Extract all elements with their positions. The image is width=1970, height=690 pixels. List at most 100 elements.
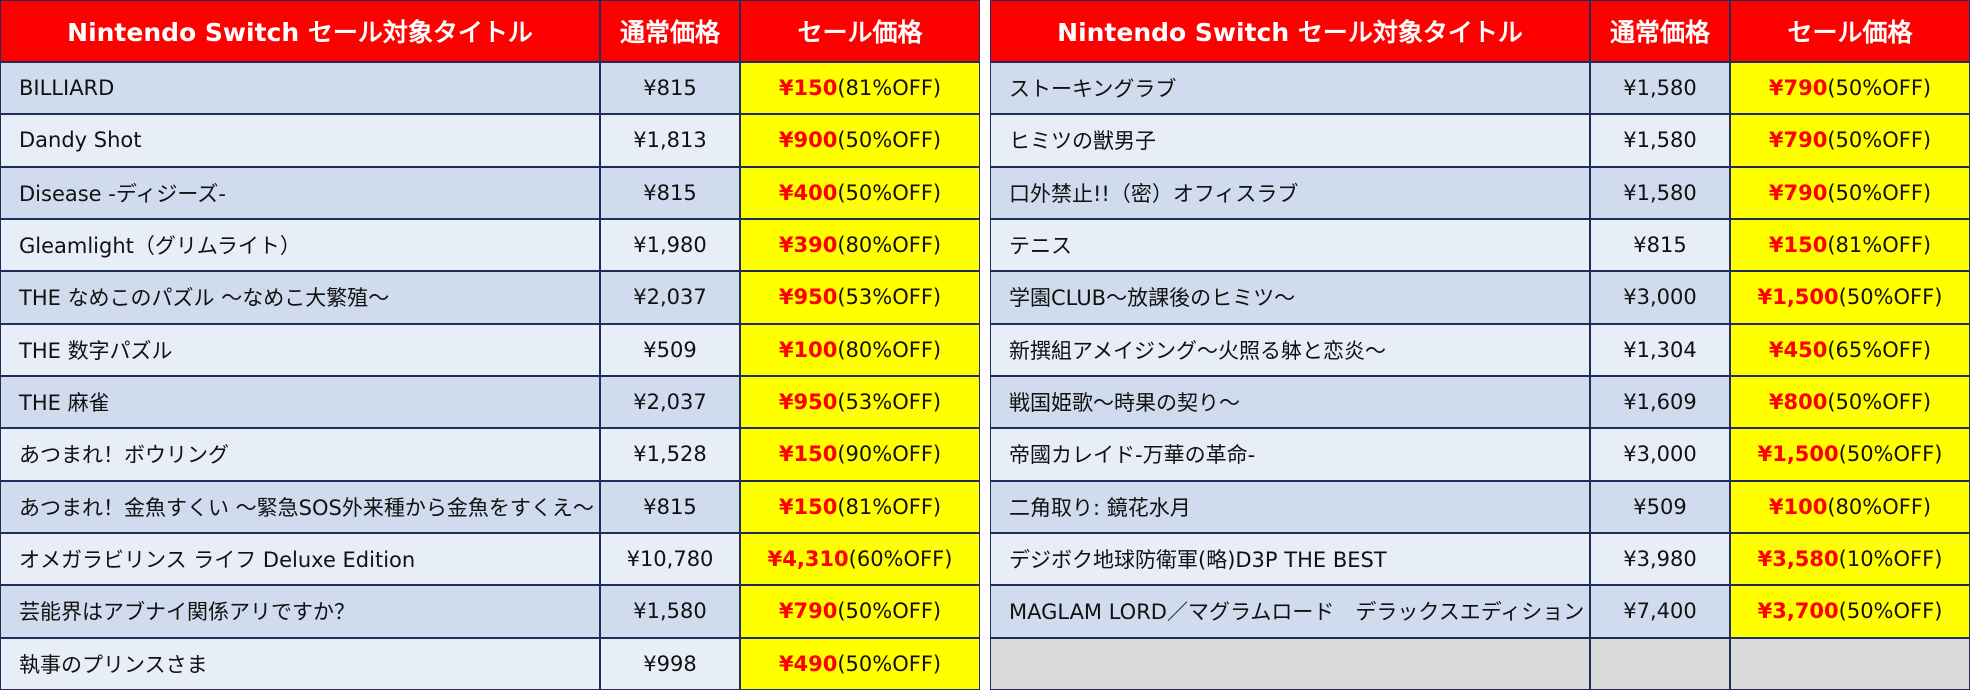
discount: (60%OFF) [848, 547, 953, 572]
sale-cell: ¥100 (80%OFF) [1730, 480, 1970, 533]
title-cell: 口外禁止!!（密）オフィスラブ [990, 166, 1590, 219]
discount: (65%OFF) [1827, 337, 1932, 362]
title-cell: 学園CLUB～放課後のヒミツ～ [990, 271, 1590, 324]
discount: (50%OFF) [837, 180, 942, 205]
sale-price: ¥1,500 [1757, 442, 1839, 467]
regular-price: ¥3,000 [1590, 271, 1730, 324]
sale-cell: ¥400 (50%OFF) [740, 166, 980, 219]
title-cell: 新撰組アメイジング～火照る躰と恋炎～ [990, 323, 1590, 376]
sale-price: ¥790 [1768, 128, 1828, 153]
discount: (50%OFF) [1838, 285, 1943, 310]
sale-price: ¥150 [778, 76, 838, 101]
sale-cell: ¥150 (81%OFF) [740, 480, 980, 533]
regular-price: ¥1,580 [1590, 114, 1730, 167]
sale-cell: ¥150 (81%OFF) [740, 62, 980, 115]
title-cell: THE 麻雀 [0, 376, 600, 429]
title-cell: 戦国姫歌～時果の契り～ [990, 376, 1590, 429]
regular-price: ¥1,980 [600, 219, 740, 272]
sale-price: ¥790 [1768, 180, 1828, 205]
empty-cell [1730, 637, 1970, 690]
title-cell: 執事のプリンスさま [0, 637, 600, 690]
regular-price: ¥2,037 [600, 376, 740, 429]
sale-cell: ¥3,580 (10%OFF) [1730, 533, 1970, 586]
sale-cell: ¥150 (81%OFF) [1730, 219, 1970, 272]
sale-price: ¥100 [778, 337, 838, 362]
regular-price: ¥2,037 [600, 271, 740, 324]
sale-cell: ¥100 (80%OFF) [740, 323, 980, 376]
title-cell: Dandy Shot [0, 114, 600, 167]
title-cell: ストーキングラブ [990, 62, 1590, 115]
title-cell: あつまれ！ボウリング [0, 428, 600, 481]
discount: (90%OFF) [837, 442, 942, 467]
sale-price: ¥390 [778, 233, 838, 258]
discount: (50%OFF) [837, 651, 942, 676]
title-cell: ヒミツの獣男子 [990, 114, 1590, 167]
sale-cell: ¥490 (50%OFF) [740, 637, 980, 690]
regular-price: ¥1,609 [1590, 376, 1730, 429]
sale-price: ¥790 [778, 599, 838, 624]
discount: (81%OFF) [837, 76, 942, 101]
header-cell: セール価格 [740, 0, 980, 62]
sale-price: ¥490 [778, 651, 838, 676]
regular-price: ¥10,780 [600, 533, 740, 586]
sale-price: ¥150 [778, 442, 838, 467]
discount: (80%OFF) [1827, 494, 1932, 519]
title-cell: テニス [990, 219, 1590, 272]
discount: (50%OFF) [1827, 76, 1932, 101]
sale-cell: ¥390 (80%OFF) [740, 219, 980, 272]
sale-price: ¥3,700 [1757, 599, 1839, 624]
regular-price: ¥3,000 [1590, 428, 1730, 481]
sale-cell: ¥1,500 (50%OFF) [1730, 271, 1970, 324]
regular-price: ¥1,304 [1590, 323, 1730, 376]
discount: (80%OFF) [837, 233, 942, 258]
regular-price: ¥1,528 [600, 428, 740, 481]
sale-cell: ¥150 (90%OFF) [740, 428, 980, 481]
sale-cell: ¥790 (50%OFF) [1730, 166, 1970, 219]
sale-price: ¥150 [778, 494, 838, 519]
discount: (50%OFF) [1827, 180, 1932, 205]
sale-price: ¥950 [778, 390, 838, 415]
sale-price: ¥4,310 [767, 547, 849, 572]
sale-cell: ¥900 (50%OFF) [740, 114, 980, 167]
sale-cell: ¥790 (50%OFF) [1730, 62, 1970, 115]
discount: (50%OFF) [837, 599, 942, 624]
title-cell: MAGLAM LORD／マグラムロード デラックスエディション [990, 585, 1590, 638]
header-cell: セール価格 [1730, 0, 1970, 62]
title-cell: デジボク地球防衛軍(略)D3P THE BEST [990, 533, 1590, 586]
empty-cell [990, 637, 1590, 690]
sale-price: ¥3,580 [1757, 547, 1839, 572]
title-cell: BILLIARD [0, 62, 600, 115]
regular-price: ¥1,580 [1590, 166, 1730, 219]
discount: (50%OFF) [1838, 442, 1943, 467]
discount: (53%OFF) [837, 285, 942, 310]
discount: (53%OFF) [837, 390, 942, 415]
discount: (80%OFF) [837, 337, 942, 362]
discount: (50%OFF) [837, 128, 942, 153]
sale-price: ¥900 [778, 128, 838, 153]
title-cell: THE 数字パズル [0, 323, 600, 376]
sale-cell: ¥1,500 (50%OFF) [1730, 428, 1970, 481]
sale-price: ¥100 [1768, 494, 1828, 519]
header-cell: Nintendo Switch セール対象タイトル [0, 0, 600, 62]
title-cell: Disease -ディジーズ- [0, 166, 600, 219]
sale-price: ¥450 [1768, 337, 1828, 362]
title-cell: 二角取り: 鏡花水月 [990, 480, 1590, 533]
regular-price: ¥815 [1590, 219, 1730, 272]
sale-price: ¥950 [778, 285, 838, 310]
title-cell: Gleamlight（グリムライト） [0, 219, 600, 272]
title-cell: THE なめこのパズル ～なめこ大繁殖～ [0, 271, 600, 324]
header-cell: 通常価格 [1590, 0, 1730, 62]
sale-cell: ¥450 (65%OFF) [1730, 323, 1970, 376]
discount: (50%OFF) [1827, 128, 1932, 153]
sale-cell: ¥800 (50%OFF) [1730, 376, 1970, 429]
sale-cell: ¥790 (50%OFF) [1730, 114, 1970, 167]
sale-price: ¥400 [778, 180, 838, 205]
sale-price: ¥150 [1768, 233, 1828, 258]
discount: (10%OFF) [1838, 547, 1943, 572]
sale-cell: ¥950 (53%OFF) [740, 376, 980, 429]
regular-price: ¥815 [600, 480, 740, 533]
sale-cell: ¥4,310 (60%OFF) [740, 533, 980, 586]
regular-price: ¥998 [600, 637, 740, 690]
discount: (81%OFF) [837, 494, 942, 519]
